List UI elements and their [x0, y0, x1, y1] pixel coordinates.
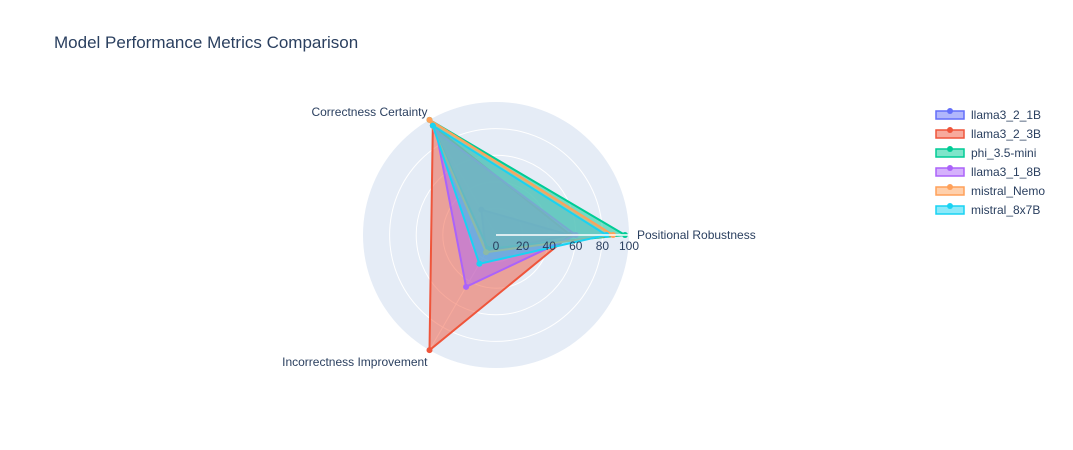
legend-label: mistral_8x7B [971, 203, 1040, 217]
legend-label: mistral_Nemo [971, 184, 1045, 198]
series-layer [426, 116, 629, 354]
radial-tick-label: 20 [516, 239, 530, 253]
series-area [431, 124, 608, 265]
chart-title: Model Performance Metrics Comparison [54, 33, 359, 52]
axis-label: Positional Robustness [637, 228, 756, 242]
series-mistral_8x7B[interactable] [429, 122, 610, 267]
axis-labels: Positional Robustness Correctness Certain… [282, 105, 756, 369]
legend-item-llama3_2_3B[interactable]: llama3_2_3B [935, 127, 1041, 141]
radial-tick-labels: 0 20 40 60 80 100 [493, 234, 639, 253]
legend-marker [947, 165, 953, 171]
legend-label: phi_3.5-mini [971, 146, 1036, 160]
axis-label: Incorrectness Improvement [282, 355, 428, 369]
radial-tick-label: 0 [493, 239, 500, 253]
data-point[interactable] [463, 283, 470, 290]
legend-label: llama3_2_1B [971, 108, 1041, 122]
legend[interactable]: llama3_2_1B llama3_2_3B phi_3.5-mini llama3… [935, 108, 1045, 217]
legend-item-mistral_8x7B[interactable]: mistral_8x7B [935, 203, 1040, 217]
data-point[interactable] [426, 116, 433, 123]
legend-item-mistral_Nemo[interactable]: mistral_Nemo [935, 184, 1045, 198]
legend-marker [947, 203, 953, 209]
radial-tick-label: 80 [596, 239, 610, 253]
legend-label: llama3_2_3B [971, 127, 1041, 141]
legend-item-llama3_1_8B[interactable]: llama3_1_8B [935, 165, 1041, 179]
legend-marker [947, 184, 953, 190]
data-point[interactable] [426, 347, 433, 354]
radial-tick-label: 100 [619, 239, 639, 253]
data-point[interactable] [476, 260, 483, 267]
legend-marker [947, 127, 953, 133]
legend-item-llama3_2_1B[interactable]: llama3_2_1B [935, 108, 1041, 122]
radial-tick-label: 60 [569, 239, 583, 253]
legend-label: llama3_1_8B [971, 165, 1041, 179]
legend-marker [947, 108, 953, 114]
data-point[interactable] [429, 122, 436, 129]
legend-marker [947, 146, 953, 152]
radial-tick-label: 40 [543, 239, 557, 253]
axis-label: Correctness Certainty [311, 105, 427, 119]
legend-item-phi_3.5-mini[interactable]: phi_3.5-mini [935, 146, 1036, 160]
